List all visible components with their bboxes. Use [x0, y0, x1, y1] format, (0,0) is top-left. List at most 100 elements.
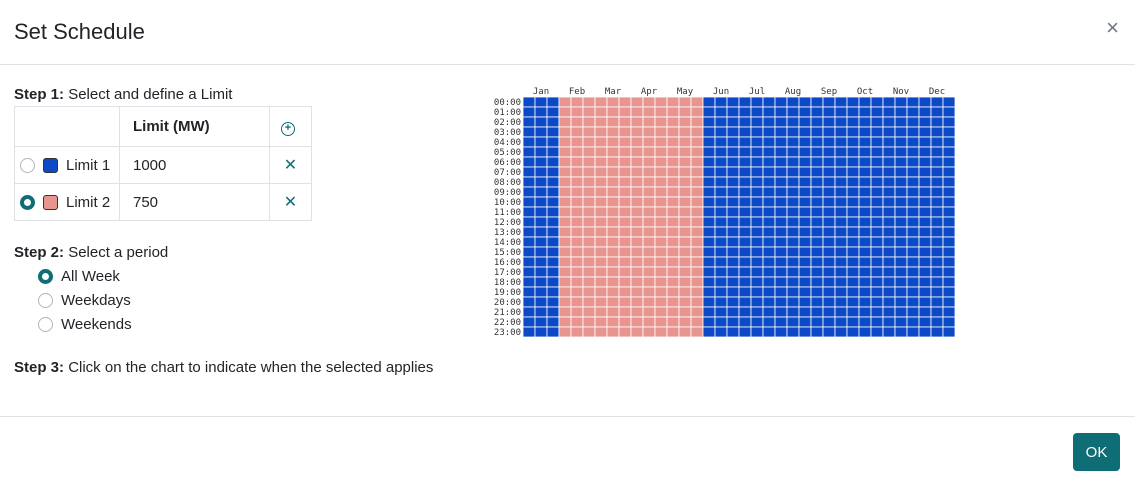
schedule-cell[interactable] — [546, 216, 560, 228]
schedule-cell[interactable] — [930, 296, 944, 308]
close-icon[interactable]: ✕ — [283, 194, 298, 211]
schedule-cell[interactable] — [726, 106, 740, 118]
schedule-cell[interactable] — [582, 266, 596, 278]
schedule-cell[interactable] — [534, 96, 548, 108]
schedule-cell[interactable] — [786, 276, 800, 288]
schedule-cell[interactable] — [570, 196, 584, 208]
schedule-cell[interactable] — [846, 306, 860, 318]
schedule-cell[interactable] — [822, 116, 836, 128]
schedule-cell[interactable] — [822, 196, 836, 208]
schedule-cell[interactable] — [846, 116, 860, 128]
schedule-cell[interactable] — [750, 186, 764, 198]
schedule-cell[interactable] — [798, 276, 812, 288]
schedule-cell[interactable] — [582, 196, 596, 208]
schedule-cell[interactable] — [606, 316, 620, 328]
schedule-cell[interactable] — [786, 326, 800, 338]
schedule-cell[interactable] — [786, 296, 800, 308]
schedule-cell[interactable] — [594, 196, 608, 208]
schedule-cell[interactable] — [522, 176, 536, 188]
schedule-cell[interactable] — [870, 306, 884, 318]
schedule-cell[interactable] — [750, 296, 764, 308]
schedule-cell[interactable] — [918, 126, 932, 138]
schedule-cell[interactable] — [678, 196, 692, 208]
schedule-cell[interactable] — [738, 256, 752, 268]
schedule-cell[interactable] — [702, 306, 716, 318]
schedule-cell[interactable] — [522, 236, 536, 248]
schedule-cell[interactable] — [930, 186, 944, 198]
schedule-cell[interactable] — [630, 136, 644, 148]
schedule-cell[interactable] — [642, 276, 656, 288]
schedule-cell[interactable] — [594, 106, 608, 118]
schedule-cell[interactable] — [834, 216, 848, 228]
schedule-cell[interactable] — [642, 116, 656, 128]
schedule-cell[interactable] — [630, 236, 644, 248]
schedule-cell[interactable] — [810, 226, 824, 238]
limit-value[interactable]: 1000 — [119, 146, 270, 184]
schedule-cell[interactable] — [582, 96, 596, 108]
schedule-cell[interactable] — [570, 306, 584, 318]
schedule-cell[interactable] — [618, 316, 632, 328]
schedule-cell[interactable] — [570, 326, 584, 338]
schedule-cell[interactable] — [618, 276, 632, 288]
schedule-cell[interactable] — [726, 266, 740, 278]
schedule-cell[interactable] — [762, 226, 776, 238]
schedule-cell[interactable] — [762, 276, 776, 288]
schedule-cell[interactable] — [834, 136, 848, 148]
schedule-cell[interactable] — [642, 136, 656, 148]
schedule-cell[interactable] — [810, 146, 824, 158]
schedule-cell[interactable] — [546, 186, 560, 198]
schedule-cell[interactable] — [930, 166, 944, 178]
schedule-cell[interactable] — [882, 126, 896, 138]
schedule-cell[interactable] — [582, 246, 596, 258]
schedule-cell[interactable] — [798, 106, 812, 118]
schedule-cell[interactable] — [798, 296, 812, 308]
schedule-cell[interactable] — [522, 206, 536, 218]
schedule-cell[interactable] — [774, 306, 788, 318]
schedule-cell[interactable] — [870, 176, 884, 188]
schedule-cell[interactable] — [918, 266, 932, 278]
schedule-cell[interactable] — [774, 166, 788, 178]
schedule-cell[interactable] — [942, 286, 956, 298]
schedule-cell[interactable] — [678, 246, 692, 258]
schedule-cell[interactable] — [906, 326, 920, 338]
schedule-cell[interactable] — [678, 156, 692, 168]
schedule-cell[interactable] — [690, 166, 704, 178]
schedule-cell[interactable] — [858, 156, 872, 168]
schedule-cell[interactable] — [714, 316, 728, 328]
schedule-cell[interactable] — [582, 206, 596, 218]
schedule-cell[interactable] — [762, 296, 776, 308]
schedule-cell[interactable] — [798, 206, 812, 218]
schedule-cell[interactable] — [822, 306, 836, 318]
schedule-cell[interactable] — [594, 236, 608, 248]
schedule-cell[interactable] — [690, 186, 704, 198]
schedule-cell[interactable] — [618, 126, 632, 138]
schedule-cell[interactable] — [834, 226, 848, 238]
schedule-cell[interactable] — [942, 256, 956, 268]
schedule-cell[interactable] — [930, 236, 944, 248]
schedule-cell[interactable] — [666, 286, 680, 298]
schedule-cell[interactable] — [678, 206, 692, 218]
schedule-cell[interactable] — [906, 206, 920, 218]
schedule-cell[interactable] — [606, 246, 620, 258]
schedule-cell[interactable] — [606, 136, 620, 148]
schedule-cell[interactable] — [786, 156, 800, 168]
schedule-cell[interactable] — [714, 256, 728, 268]
schedule-cell[interactable] — [582, 216, 596, 228]
schedule-cell[interactable] — [750, 176, 764, 188]
schedule-cell[interactable] — [714, 276, 728, 288]
schedule-cell[interactable] — [918, 316, 932, 328]
schedule-cell[interactable] — [690, 246, 704, 258]
schedule-cell[interactable] — [882, 116, 896, 128]
schedule-cell[interactable] — [534, 226, 548, 238]
schedule-cell[interactable] — [870, 316, 884, 328]
schedule-cell[interactable] — [930, 136, 944, 148]
schedule-cell[interactable] — [882, 296, 896, 308]
schedule-cell[interactable] — [690, 106, 704, 118]
schedule-cell[interactable] — [894, 306, 908, 318]
schedule-cell[interactable] — [774, 326, 788, 338]
schedule-cell[interactable] — [798, 96, 812, 108]
schedule-cell[interactable] — [930, 276, 944, 288]
schedule-cell[interactable] — [798, 166, 812, 178]
schedule-cell[interactable] — [810, 316, 824, 328]
schedule-cell[interactable] — [870, 146, 884, 158]
